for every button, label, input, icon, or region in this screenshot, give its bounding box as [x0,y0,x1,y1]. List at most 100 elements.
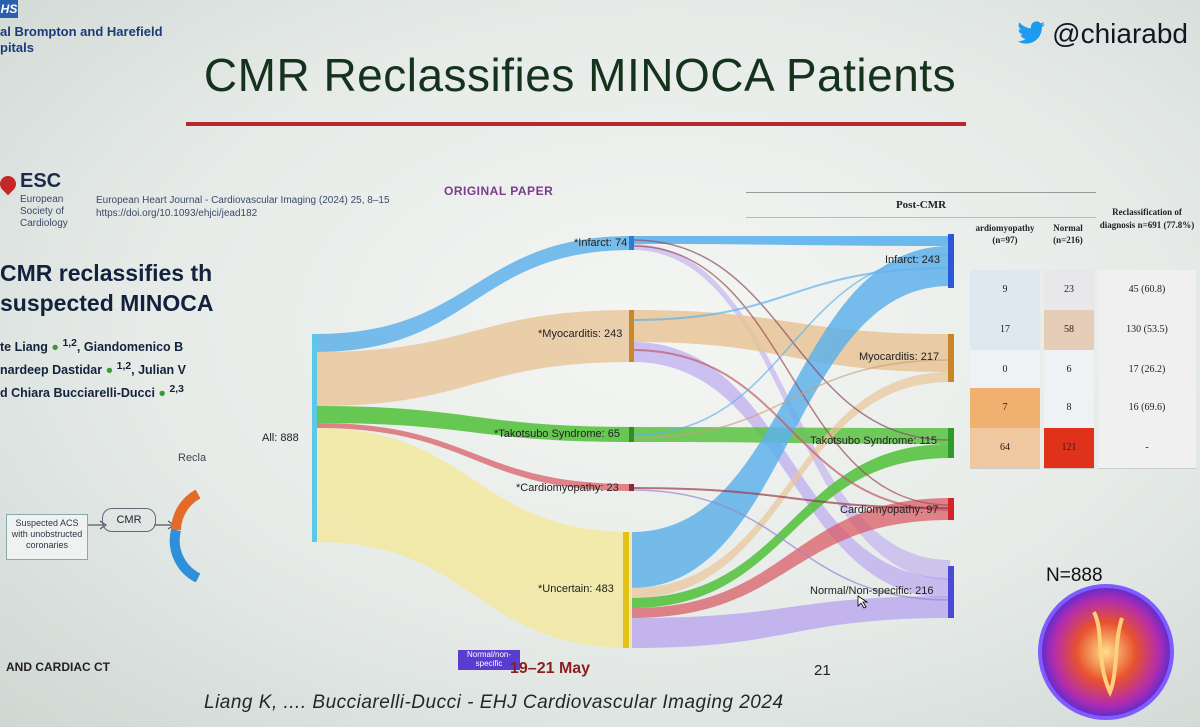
pre-node-label: *Uncertain: 483 [538,583,614,595]
table-cell: 121 [1044,428,1094,469]
sankey-thin-flow [631,489,951,601]
sankey-flow [316,423,632,491]
author-name: nardeep Dastidar [0,363,103,378]
twitter-handle-text: @chiarabd [1052,18,1188,49]
sankey-node-post [948,234,954,288]
hospital-line-1: al Brompton and Harefield [0,24,163,39]
sankey-flows [316,236,951,648]
sankey-node-post [948,498,954,520]
author-list: te Liang ● 1,2, Giandomenico B nardeep D… [0,334,186,403]
table-cell: 8 [1044,388,1094,429]
author-name: Chiara Bucciarelli-Ducci [11,386,155,401]
sankey-node-post [948,566,954,618]
author-affil: 1,2 [116,361,132,373]
author-affil: 1,2 [62,338,77,349]
suspected-acs-box: Suspected ACS with unobstructed coronari… [6,514,88,560]
cmr-box: CMR [102,508,156,532]
sankey-node-pre [623,532,629,648]
sankey-thin-flow [631,254,951,436]
sankey-flow [632,236,950,246]
sankey-flow [316,236,632,352]
sankey-node-pre [629,427,634,442]
table-cell: 64 [970,428,1040,469]
author-line-3: d Chiara Bucciarelli-Ducci ● 2,3 [0,384,184,401]
esc-subtitle: European Society of Cardiology [20,194,68,229]
author-line-2: nardeep Dastidar ● 1,2, Julian V [0,361,187,378]
sankey-node-post [948,428,954,458]
table-cell: 23 [1044,270,1094,311]
sankey-thin-flow [631,245,951,506]
author-name: , Giandomenico B [76,340,184,355]
sankey-flow [316,428,632,648]
esc-name: ESC [20,170,62,192]
sankey-thin-flow [631,349,951,511]
sankey-thin-flow [631,487,951,509]
table-cell: 45 (60.8) [1098,270,1196,311]
author-affil: 2,3 [169,384,184,396]
title-rule [186,122,966,126]
table-cell: 58 [1044,310,1094,351]
post-cmr-table: Post-CMR ardiomyopathy (n=97) Normal (n=… [746,192,1196,482]
twitter-handle: @chiarabd [1016,18,1188,50]
table-cell: 0 [970,350,1040,391]
sankey-thin-flow [631,267,951,321]
table-cell: 17 [970,310,1040,351]
table-column-header: Normal (n=216) [1053,223,1083,245]
donut-chart-fragment [169,490,200,582]
heart-image-icon [1038,584,1174,720]
pre-node-label: *Takotsubo Syndrome: 65 [494,428,620,440]
table-cell: 16 (69.6) [1098,388,1196,429]
event-date: 19–21 May [510,660,591,677]
footer-left-text: AND CARDIAC CT [6,660,110,674]
table-cell: 6 [1044,350,1094,391]
post-node-label: Cardiomyopathy: 97 [840,504,938,516]
sankey-thin-flow [631,359,951,439]
sankey-thin-flow [631,239,951,441]
table-column-header: Reclassification of diagnosis n=691 (77.… [1099,207,1195,230]
sankey-flow [632,498,950,618]
twitter-bird-icon [1017,21,1046,44]
post-node-label: Takotsubo Syndrome: 115 [810,435,937,447]
table-header-post-cmr: Post-CMR [746,192,1096,218]
source-node-label: All: 888 [262,432,299,444]
page-number: 21 [814,662,831,679]
table-column-header: ardiomyopathy (n=97) [975,223,1035,245]
reclassification-partial-label: Recla [178,452,207,464]
author-name: te Liang [0,340,48,355]
table-cell: 7 [970,388,1040,429]
sankey-flow [632,596,950,648]
pre-node-label: *Infarct: 74 [574,237,627,249]
n-total-label: N=888 [1046,565,1103,586]
hospital-name: al Brompton and Harefield pitals [0,24,163,56]
post-node-label: Infarct: 243 [885,254,940,266]
sankey-nodes [312,234,954,648]
paper-title: CMR reclassifies th suspected MINOCA [0,258,213,318]
mouse-cursor-icon [857,595,869,609]
paper-title-line-1: CMR reclassifies th [0,260,213,286]
sankey-flow [632,246,950,588]
sankey-node-source [312,334,317,542]
author-line-1: te Liang ● 1,2, Giandomenico B [0,338,184,355]
journal-doi: https://doi.org/10.1093/ehjci/jead182 [96,208,258,219]
sankey-flow [316,406,632,442]
sankey-node-pre [629,310,634,362]
normal-nonspecific-badge: Normal/non-specific [458,650,520,670]
sankey-node-pre [629,484,634,491]
table-cell: 130 (53.5) [1098,310,1196,351]
post-node-label: Normal/Non-specific: 216 [810,585,934,597]
slide-title: CMR Reclassifies MINOCA Patients [203,49,957,101]
nhs-logo: HS [0,0,18,18]
table-cell: 17 (26.2) [1098,350,1196,391]
paper-title-line-2: suspected MINOCA [0,290,214,316]
sankey-node-post [948,334,954,382]
citation: Liang K, .... Bucciarelli-Ducci - EHJ Ca… [204,692,784,713]
sankey-flow [632,342,950,598]
sankey-labels: All: 888 *Infarct: 74 *Myocarditis: 243 … [262,237,940,597]
journal-line: European Heart Journal - Cardiovascular … [96,195,390,206]
sankey-flow [632,444,950,608]
pre-node-label: *Cardiomyopathy: 23 [516,482,619,494]
author-name: , Julian V [131,363,187,378]
original-paper-label: ORIGINAL PAPER [444,184,554,198]
